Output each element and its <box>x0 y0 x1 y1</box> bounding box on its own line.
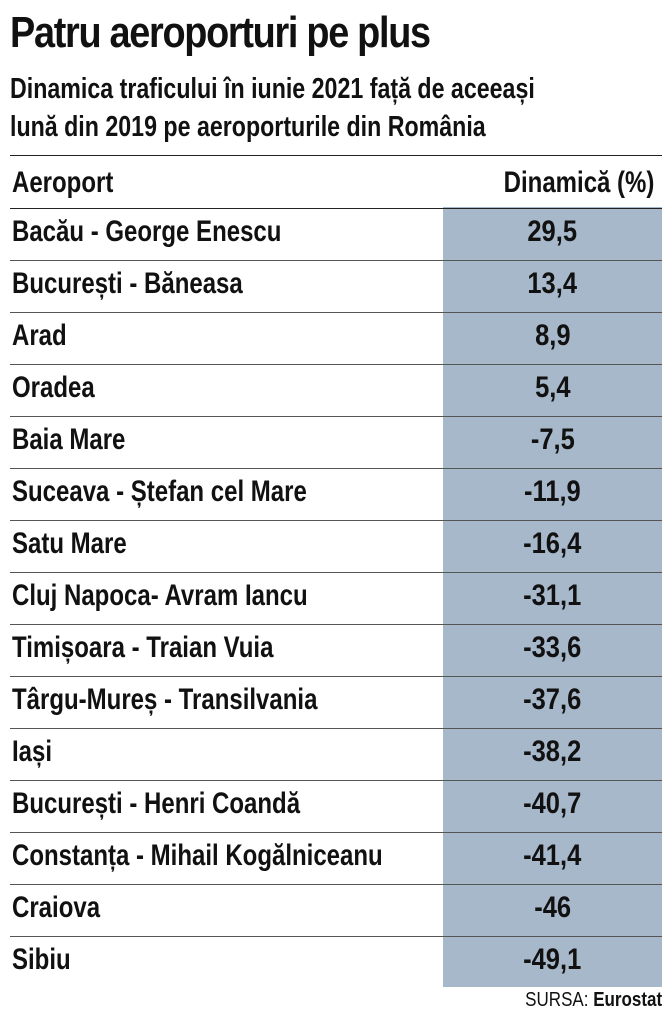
table-row: Constanța - Mihail Kogălniceanu -41,4 <box>10 833 662 885</box>
table-row: Craiova -46 <box>10 885 662 937</box>
airport-name: Târgu-Mureș - Transilvania <box>12 683 318 716</box>
subtitle-line-2: lună din 2019 pe aeroporturile din Român… <box>10 111 486 143</box>
airport-name: Cluj Napoca- Avram Iancu <box>12 579 308 612</box>
airport-name: Satu Mare <box>12 527 127 560</box>
airport-name: Sibiu <box>12 943 71 976</box>
dynamics-value: -16,4 <box>523 527 582 560</box>
table-row: Iași -38,2 <box>10 729 662 781</box>
chart-title: Patru aeroporturi pe plus <box>10 8 431 57</box>
table-row: Baia Mare -7,5 <box>10 417 662 469</box>
airport-name: Suceava - Ștefan cel Mare <box>12 475 307 508</box>
dynamics-value: -37,6 <box>523 683 582 716</box>
airport-name: București - Băneasa <box>12 267 243 300</box>
dynamics-value: -40,7 <box>523 787 582 820</box>
dynamics-value-cell: -46 <box>443 891 662 925</box>
airport-name: Craiova <box>12 891 101 924</box>
dynamics-value: 29,5 <box>527 215 578 248</box>
dynamics-value: -7,5 <box>530 423 575 456</box>
dynamics-value: -49,1 <box>523 943 582 976</box>
header-dynamics: Dinamică (%) <box>503 166 654 199</box>
dynamics-value: -11,9 <box>524 475 581 508</box>
source-label: SURSA: <box>525 989 589 1011</box>
subtitle-line-1: Dinamica traficului în iunie 2021 față d… <box>10 73 535 105</box>
table-row: Suceava - Ștefan cel Mare -11,9 <box>10 469 662 521</box>
source-name: Eurostat <box>593 989 662 1011</box>
dynamics-value-cell: -37,6 <box>443 683 662 717</box>
dynamics-value-cell: -31,1 <box>443 579 662 613</box>
dynamics-value-cell: -49,1 <box>443 943 662 977</box>
dynamics-value-cell: 13,4 <box>443 267 662 301</box>
dynamics-value-cell: 5,4 <box>443 371 662 405</box>
airport-name: Arad <box>12 319 67 352</box>
table-row: Târgu-Mureș - Transilvania -37,6 <box>10 677 662 729</box>
dynamics-value-cell: -33,6 <box>443 631 662 665</box>
table-row: Oradea 5,4 <box>10 365 662 417</box>
table-row: Sibiu -49,1 <box>10 937 662 988</box>
dynamics-value: -33,6 <box>523 631 582 664</box>
table-row: București - Băneasa 13,4 <box>10 261 662 313</box>
dynamics-value-cell: -40,7 <box>443 787 662 821</box>
airport-name: Iași <box>12 735 53 768</box>
dynamics-value: 5,4 <box>534 371 571 404</box>
chart-subtitle: Dinamica traficului în iunie 2021 față d… <box>10 70 618 146</box>
dynamics-value-cell: -11,9 <box>443 475 662 509</box>
dynamics-value-cell: 8,9 <box>443 319 662 353</box>
dynamics-value: -31,1 <box>523 579 582 612</box>
table-body: Bacău - George Enescu 29,5 București - Băn… <box>10 209 662 988</box>
airport-name: Timișoara - Traian Vuia <box>12 631 274 664</box>
dynamics-value: 13,4 <box>527 267 578 300</box>
table-row: București - Henri Coandă -40,7 <box>10 781 662 833</box>
dynamics-value-cell: -16,4 <box>443 527 662 561</box>
dynamics-value: -46 <box>534 891 571 924</box>
table-row: Arad 8,9 <box>10 313 662 365</box>
table-header: Aeroport Dinamică (%) <box>10 158 662 209</box>
dynamics-value-cell: -41,4 <box>443 839 662 873</box>
value-column-band <box>443 207 662 987</box>
source-note: SURSA: Eurostat <box>525 989 662 1012</box>
dynamics-value: 8,9 <box>534 319 571 352</box>
top-divider <box>10 155 662 156</box>
dynamics-value-cell: 29,5 <box>443 215 662 249</box>
dynamics-value: -41,4 <box>523 839 582 872</box>
dynamics-value-cell: -7,5 <box>443 423 662 457</box>
dynamics-value: -38,2 <box>523 735 582 768</box>
airport-name: Oradea <box>12 371 95 404</box>
table-row: Bacău - George Enescu 29,5 <box>10 209 662 261</box>
airport-name: Constanța - Mihail Kogălniceanu <box>12 839 383 872</box>
table-row: Cluj Napoca- Avram Iancu -31,1 <box>10 573 662 625</box>
dynamics-value-cell: -38,2 <box>443 735 662 769</box>
airport-name: București - Henri Coandă <box>12 787 301 820</box>
table-row: Timișoara - Traian Vuia -33,6 <box>10 625 662 677</box>
table-row: Satu Mare -16,4 <box>10 521 662 573</box>
airport-name: Bacău - George Enescu <box>12 215 282 248</box>
header-airport: Aeroport <box>12 166 114 199</box>
airport-name: Baia Mare <box>12 423 126 456</box>
